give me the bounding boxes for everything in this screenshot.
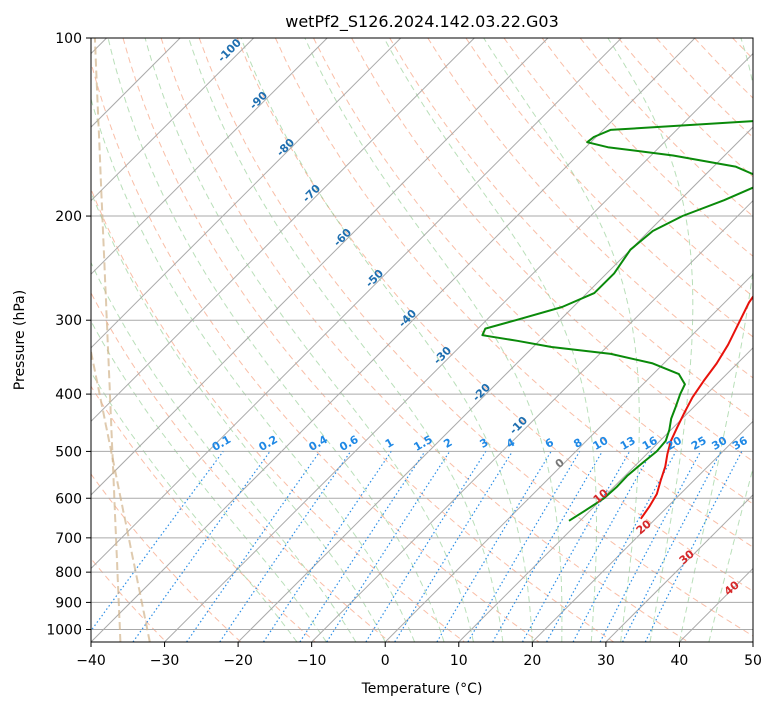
reference-curve [91,346,151,642]
x-tick-label: 40 [671,653,689,669]
chart-title: wetPf2_S126.2024.142.03.22.G03 [285,12,559,32]
y-axis-title: Pressure (hPa) [12,290,28,390]
isotherm [164,52,753,642]
reference-curve [93,38,122,642]
isotherm [91,38,402,349]
dewpoint-profile [481,120,753,522]
x-tick-label: −10 [297,653,327,669]
isotherm [91,38,255,202]
isotherm [237,126,753,642]
moist-adiabat [91,190,386,642]
x-tick-label: −40 [76,653,106,669]
x-axis-title: Temperature (°C) [361,681,483,697]
mixing-ratio-line [262,451,392,642]
grid-layer [91,38,753,642]
mixing-ratio-line [91,451,224,632]
isotherm [384,273,753,642]
y-tick-label: 300 [55,313,82,329]
y-tick-label: 900 [55,595,82,611]
moist-adiabat [383,38,597,642]
dry-adiabat [160,38,689,642]
moist-adiabat [483,38,640,642]
temperature-profile [639,295,753,520]
mixing-ratio-line [394,451,513,642]
mixing-ratio-line [521,451,631,642]
isotherm [91,38,549,496]
y-tick-label: 800 [55,565,82,581]
moist-adiabat [91,371,298,642]
isotherm [605,494,753,642]
isotherm [531,420,753,642]
mixing-ratio-line [186,451,321,642]
mixing-ratio-line [299,451,426,642]
plot-frame [90,37,754,643]
x-tick-label: 50 [744,653,762,669]
y-tick-label: 700 [55,531,82,547]
moist-adiabat [708,466,753,642]
dry-adiabat [91,60,540,642]
y-tick-label: 400 [55,387,82,403]
moist-adiabat [91,320,327,642]
mixing-ratio-line [546,451,653,642]
mixing-ratio-line [572,451,677,642]
moist-adiabat [678,38,753,642]
isotherm [311,199,753,642]
dry-adiabat [274,38,753,548]
y-tick-label: 100 [55,31,82,47]
moist-adiabat [107,38,445,642]
dry-adiabat [91,473,242,642]
isotherm [458,347,753,642]
y-tick-label: 1000 [46,622,82,638]
dry-adiabat [389,38,753,420]
mixing-ratio-line [644,451,743,642]
isotherm [91,38,622,570]
x-tick-label: −20 [223,653,253,669]
moist-adiabat [91,261,357,642]
dry-adiabat [122,38,614,642]
isotherm [91,38,475,423]
x-tick-label: 20 [523,653,541,669]
moist-adiabat [240,38,533,642]
moist-adiabat [607,38,694,642]
moist-adiabat [304,38,563,642]
dry-adiabat [427,38,753,379]
y-tick-label: 200 [55,209,82,225]
x-ticks: −40 −30 −20 −10 0 10 20 30 40 50 [76,642,762,669]
dry-adiabat [91,557,167,642]
mixing-ratio-line [132,451,271,642]
mixing-ratio-line [219,451,352,642]
x-tick-label: −30 [150,653,180,669]
y-ticks: 100 200 300 400 500 600 700 800 900 1000 [46,31,91,638]
y-tick-label: 600 [55,491,82,507]
x-tick-label: 30 [597,653,615,669]
x-tick-label: 10 [450,653,468,669]
dry-adiabat [91,187,465,642]
x-tick-label: 0 [381,653,390,669]
isotherm [91,38,696,642]
moist-adiabat [188,38,504,642]
isotherm [91,38,328,275]
series-layer [481,120,753,522]
moist-adiabat [144,38,474,642]
y-tick-label: 500 [55,444,82,460]
plot-area [91,38,753,642]
dry-adiabat [91,385,316,642]
mixing-ratio-line [326,451,451,642]
